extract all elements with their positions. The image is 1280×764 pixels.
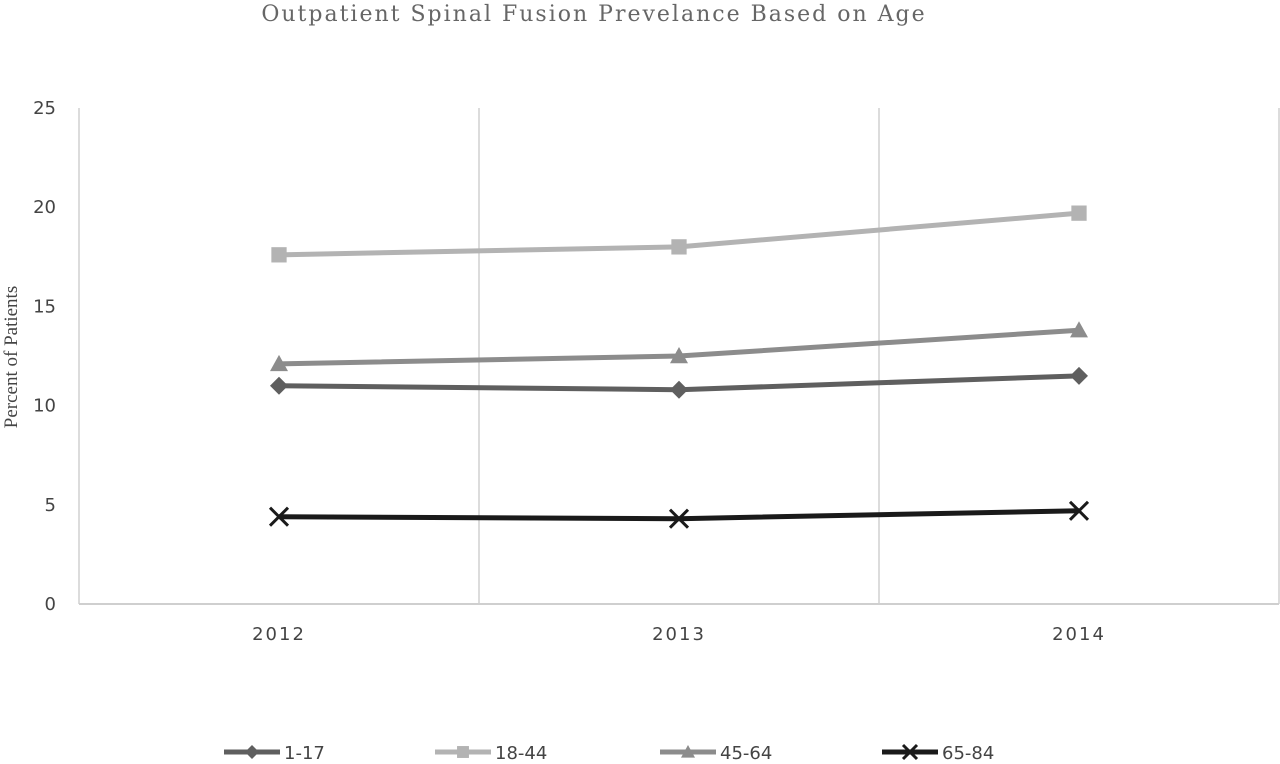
data-point	[245, 745, 259, 759]
data-point	[1070, 321, 1088, 338]
y-tick-label: 0	[45, 594, 56, 615]
legend-item: 1-17	[224, 743, 325, 764]
data-point	[1071, 205, 1087, 221]
y-tick-label: 15	[33, 296, 56, 317]
data-point	[670, 380, 688, 399]
y-tick-label: 25	[33, 98, 56, 119]
legend-item: 65-84	[882, 743, 994, 764]
data-point	[270, 376, 288, 395]
data-point	[901, 743, 919, 761]
y-tick-label: 10	[33, 396, 56, 417]
legend-item: 18-44	[435, 743, 547, 764]
data-point	[1068, 500, 1090, 521]
series-group	[268, 205, 1090, 529]
legend-label: 1-17	[284, 743, 325, 764]
legend-label: 45-64	[720, 743, 772, 764]
y-tick-labels: 0 5 10 15 20 25	[33, 98, 56, 615]
legend-item: 45-64	[660, 743, 772, 764]
chart-title: Outpatient Spinal Fusion Prevelance Base…	[261, 2, 926, 27]
data-point	[1070, 366, 1088, 385]
y-axis-label: Percent of Patients	[1, 286, 22, 428]
legend: 1-17 18-44 45-64 65-84	[224, 743, 994, 764]
data-point	[681, 745, 695, 758]
data-point	[671, 239, 687, 255]
legend-label: 65-84	[942, 743, 994, 764]
legend-label: 18-44	[495, 743, 547, 764]
x-tick-label: 2013	[652, 624, 706, 645]
series-1-17	[270, 366, 1088, 399]
data-point	[271, 247, 287, 263]
x-tick-label: 2014	[1052, 624, 1106, 645]
gridlines	[78, 108, 1280, 604]
y-tick-label: 20	[33, 197, 56, 218]
data-point	[670, 347, 688, 364]
y-tick-label: 5	[45, 495, 56, 516]
series-45-64	[270, 321, 1088, 372]
data-point	[668, 508, 690, 529]
data-point	[270, 354, 288, 372]
x-tick-labels: 2012 2013 2014	[252, 624, 1106, 645]
data-point	[457, 746, 469, 758]
series-18-44	[271, 205, 1087, 263]
data-point	[268, 506, 290, 527]
x-tick-label: 2012	[252, 624, 306, 645]
series-65-84	[268, 500, 1090, 529]
